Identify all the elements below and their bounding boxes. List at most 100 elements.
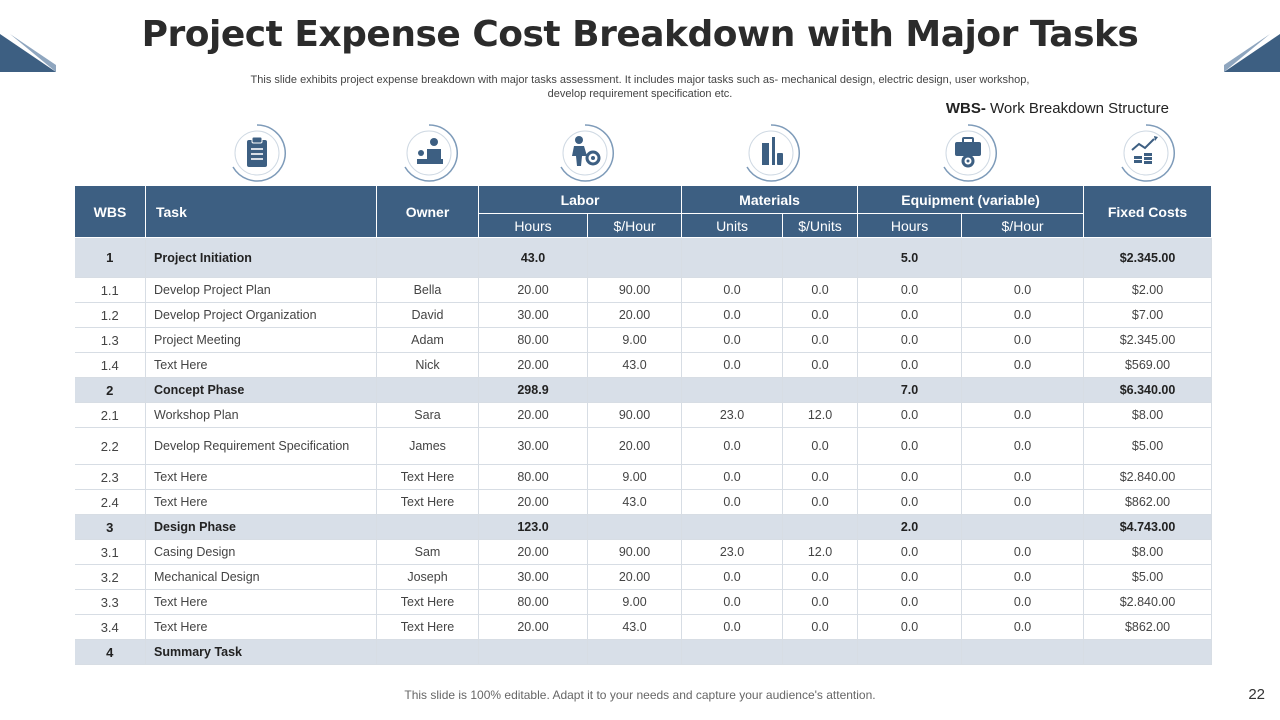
labor-rate-cell: 9.00 [587,464,683,490]
equipment-hours-cell: 0.0 [857,352,963,378]
labor-hours-cell: 43.0 [478,237,588,278]
header-materials: Materials [681,185,859,214]
owner-cell: Nick [376,352,479,378]
equipment-rate-cell: 0.0 [961,277,1085,303]
material-units-cell: 0.0 [681,427,784,465]
wbs-cell: 1.2 [74,302,146,328]
wbs-cell: 2.2 [74,427,146,465]
wbs-cell: 3.3 [74,589,146,615]
header-equipment-hours: Hours [857,213,963,238]
material-units-cell: 0.0 [681,489,784,515]
task-cell: Project Initiation [145,237,377,278]
labor-hours-cell: 20.00 [478,402,588,428]
material-units-cell [681,237,784,278]
labor-rate-cell [587,639,683,665]
wbs-cell: 1.4 [74,352,146,378]
clipboard-icon [232,124,286,182]
labor-rate-cell [587,514,683,540]
owner-cell: Joseph [376,564,479,590]
labor-rate-cell: 43.0 [587,614,683,640]
header-fixed-costs: Fixed Costs [1083,185,1213,238]
owner-cell: Text Here [376,614,479,640]
task-cell: Casing Design [145,539,377,565]
header-material-units: Units [681,213,784,238]
material-rate-cell: 0.0 [782,427,859,465]
header-material-rate: $/Units [782,213,859,238]
wbs-cell: 1.3 [74,327,146,353]
material-rate-cell: 0.0 [782,489,859,515]
phase-row: 1 Project Initiation 43.0 5.0 $2.345.00 [74,237,1213,278]
material-rate-cell [782,514,859,540]
fixed-cost-cell: $4.743.00 [1083,514,1213,540]
header-labor: Labor [477,185,683,214]
tools-icon [746,124,800,182]
owner-cell [376,237,479,278]
material-units-cell: 0.0 [681,464,784,490]
wbs-cell: 1 [74,237,146,278]
material-rate-cell: 0.0 [782,589,859,615]
owner-cell: James [376,427,479,465]
phase-row: 3 Design Phase 123.0 2.0 $4.743.00 [74,514,1213,540]
corner-decoration-right [1224,34,1280,72]
wbs-cell: 3.2 [74,564,146,590]
header-equipment-rate: $/Hour [961,213,1085,238]
equipment-hours-cell: 0.0 [857,277,963,303]
equipment-hours-cell: 0.0 [857,489,963,515]
table-row: 2.2 Develop Requirement Specification Jame… [74,427,1213,465]
equipment-hours-cell: 0.0 [857,564,963,590]
wbs-cell: 2.4 [74,489,146,515]
task-cell: Summary Task [145,639,377,665]
task-cell: Text Here [145,464,377,490]
toolbox-gear-icon [943,124,997,182]
material-rate-cell: 0.0 [782,277,859,303]
wbs-legend-text: Work Breakdown Structure [985,100,1169,117]
equipment-rate-cell: 0.0 [961,352,1085,378]
task-cell: Text Here [145,352,377,378]
equipment-hours-cell: 0.0 [857,302,963,328]
owner-cell: Text Here [376,589,479,615]
material-units-cell: 23.0 [681,402,784,428]
equipment-hours-cell: 7.0 [857,377,963,403]
owner-cell [376,514,479,540]
labor-rate-cell [587,377,683,403]
material-units-cell: 23.0 [681,539,784,565]
equipment-rate-cell: 0.0 [961,614,1085,640]
labor-hours-cell: 123.0 [478,514,588,540]
table-row: 1.4 Text Here Nick 20.00 43.0 0.0 0.0 0.0 0.0 $56… [74,352,1213,378]
equipment-hours-cell: 0.0 [857,539,963,565]
labor-rate-cell: 90.00 [587,402,683,428]
labor-hours-cell: 20.00 [478,614,588,640]
fixed-cost-cell: $6.340.00 [1083,377,1213,403]
fixed-cost-cell: $862.00 [1083,489,1213,515]
material-units-cell [681,639,784,665]
fixed-cost-cell: $2.840.00 [1083,464,1213,490]
labor-hours-cell: 30.00 [478,564,588,590]
labor-hours-cell: 20.00 [478,277,588,303]
material-rate-cell: 0.0 [782,352,859,378]
owner-cell [376,377,479,403]
labor-rate-cell: 43.0 [587,489,683,515]
phase-row: 4 Summary Task [74,639,1213,665]
equipment-rate-cell: 0.0 [961,302,1085,328]
header-owner: Owner [376,185,479,238]
material-rate-cell [782,639,859,665]
expense-table: WBS Task Owner Labor Materials Equipment… [74,185,1213,665]
table-row: 3.1 Casing Design Sam 20.00 90.00 23.0 12.0 0.0… [74,539,1213,565]
equipment-hours-cell: 0.0 [857,427,963,465]
labor-hours-cell [478,639,588,665]
material-rate-cell: 0.0 [782,464,859,490]
wbs-cell: 3.1 [74,539,146,565]
table-body: 1 Project Initiation 43.0 5.0 $2.345.00 1.1 De… [74,237,1213,665]
fixed-cost-cell: $2.840.00 [1083,589,1213,615]
table-row: 3.2 Mechanical Design Joseph 30.00 20.00 0.0 0… [74,564,1213,590]
labor-rate-cell: 20.00 [587,564,683,590]
labor-hours-cell: 20.00 [478,489,588,515]
owner-cell: Text Here [376,489,479,515]
material-units-cell: 0.0 [681,277,784,303]
fixed-cost-cell: $2.345.00 [1083,237,1213,278]
growth-coins-icon [1121,124,1175,182]
labor-hours-cell: 298.9 [478,377,588,403]
task-cell: Develop Project Plan [145,277,377,303]
worker-gear-icon [560,124,614,182]
presenter-icon [404,124,458,182]
